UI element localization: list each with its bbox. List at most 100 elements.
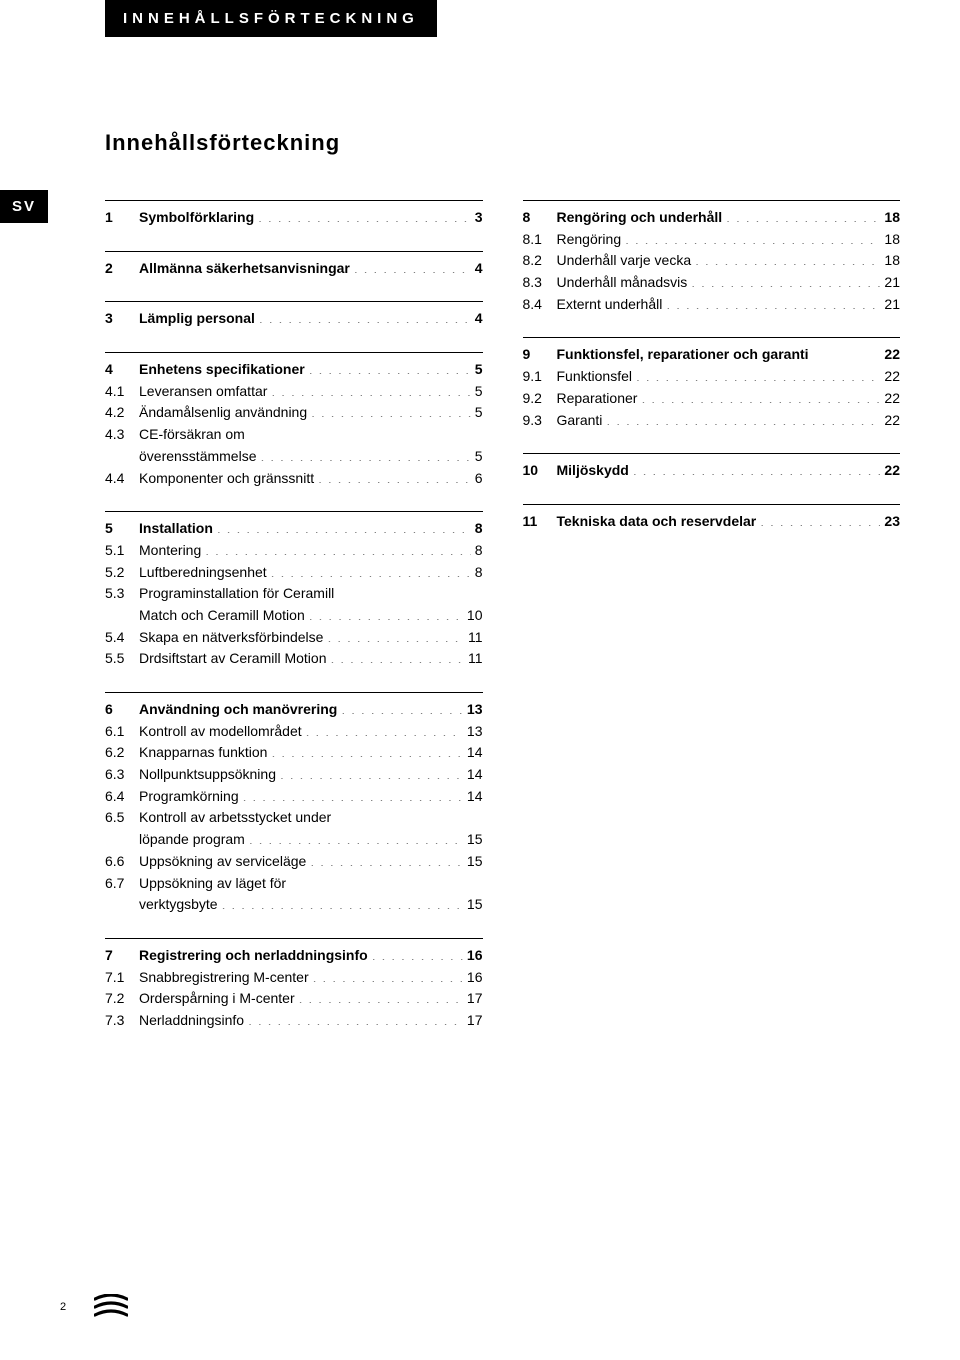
toc-number: 6.5 [105,807,139,829]
toc-number: 4.4 [105,468,139,490]
toc-title: Rengöring och underhåll [557,207,723,229]
toc-subsection-line: 5.3Programinstallation för Ceramill [105,583,483,605]
toc-subsection-line: 4.2Ändamålsenlig användning 5 [105,402,483,424]
toc-title-continuation: löpande program 15 [105,829,483,851]
toc-section: 3Lämplig personal4 [105,301,483,330]
toc-title: Funktionsfel, reparationer och garanti [557,344,809,366]
toc-number: 7.1 [105,967,139,989]
toc-leader-dots [280,765,463,779]
toc-section-line: 5Installation8 [105,518,483,540]
toc-page: 13 [467,721,483,743]
toc-subsection-line: 4.4Komponenter och gränssnitt6 [105,468,483,490]
toc-page: 22 [884,460,900,482]
toc-page: 15 [467,829,483,851]
toc-leader-dots [309,360,471,374]
toc-subsection-line: 8.3Underhåll månadsvis21 [523,272,901,294]
toc-leader-dots [259,309,471,323]
toc-subsection-line: 7.1Snabbregistrering M-center 16 [105,967,483,989]
toc-title: Skapa en nätverksförbindelse [139,627,323,649]
toc-number: 6.2 [105,742,139,764]
toc-section-line: 7Registrering och nerladdningsinfo16 [105,945,483,967]
toc-page: 4 [475,258,483,280]
toc-page: 17 [467,1010,483,1032]
toc-title: Orderspårning i M-center [139,988,295,1010]
toc-number: 6 [105,699,139,721]
toc-section: 2Allmänna säkerhetsanvisningar 4 [105,251,483,280]
toc-number: 8.1 [523,229,557,251]
toc-page: 4 [475,308,483,330]
toc-page: 11 [468,627,483,649]
toc-section-line: 3Lämplig personal4 [105,308,483,330]
toc-section: 10Miljöskydd22 [523,453,901,482]
toc-number: 4.2 [105,402,139,424]
toc-leader-dots [313,968,463,982]
toc-title: Komponenter och gränssnitt [139,468,314,490]
toc-leader-dots [666,295,880,309]
page-title: Innehållsförteckning [105,130,340,156]
toc-number: 7 [105,945,139,967]
toc-page: 18 [884,207,900,229]
toc-section-line: 1Symbolförklaring3 [105,207,483,229]
toc-column-right: 8Rengöring och underhåll 18 8.1Rengöring 18… [523,200,901,1054]
toc-page: 5 [475,402,483,424]
toc-leader-dots [261,447,471,461]
toc-title: Drdsiftstart av Ceramill Motion [139,648,327,670]
toc-leader-dots [271,382,470,396]
toc-title: löpande program [139,829,245,851]
toc-title: Snabbregistrering M-center [139,967,309,989]
toc-number: 9.2 [523,388,557,410]
toc-page: 3 [475,207,483,229]
toc-subsection-line: 6.5Kontroll av arbetsstycket under [105,807,483,829]
toc-title: verktygsbyte [139,894,218,916]
toc-number: 9.1 [523,366,557,388]
toc-subsection-line: 5.1Montering8 [105,540,483,562]
toc-leader-dots [248,1011,463,1025]
toc-leader-dots [606,411,880,425]
toc-leader-dots [222,895,463,909]
toc-title: Rengöring [557,229,622,251]
toc-leader-dots [633,461,881,475]
toc-title: Ändamålsenlig användning [139,402,307,424]
toc-title: Kontroll av arbetsstycket under [139,807,331,829]
toc-number: 11 [523,511,557,533]
toc-section: 8Rengöring och underhåll 18 8.1Rengöring 18… [523,200,901,315]
toc-page: 14 [467,786,483,808]
toc-number: 2 [105,258,139,280]
toc-number: 9 [523,344,557,366]
toc-page: 18 [884,250,900,272]
toc-leader-dots [299,989,463,1003]
toc-subsection-line: 9.3Garanti22 [523,410,901,432]
toc-title-continuation: verktygsbyte15 [105,894,483,916]
toc-leader-dots [331,649,464,663]
toc-leader-dots [310,852,463,866]
toc-number: 8 [523,207,557,229]
toc-leader-dots [760,512,880,526]
toc-title: Allmänna säkerhetsanvisningar [139,258,350,280]
toc-section: 6Användning och manövrering136.1Kontroll… [105,692,483,916]
toc-columns: 1Symbolförklaring3 2Allmänna säkerhetsanv… [105,200,900,1054]
toc-column-left: 1Symbolförklaring3 2Allmänna säkerhetsanv… [105,200,483,1054]
toc-number: 6.4 [105,786,139,808]
toc-title: Tekniska data och reservdelar [557,511,757,533]
toc-title: CE-försäkran om [139,424,245,446]
toc-number: 6.1 [105,721,139,743]
toc-subsection-line: 8.4Externt underhåll21 [523,294,901,316]
toc-leader-dots [217,519,471,533]
toc-leader-dots [726,208,880,222]
toc-leader-dots [318,469,471,483]
toc-leader-dots [327,628,464,642]
toc-page: 18 [884,229,900,251]
toc-page: 16 [467,967,483,989]
toc-subsection-line: 4.3CE-försäkran om [105,424,483,446]
toc-subsection-line: 6.6Uppsökning av serviceläge15 [105,851,483,873]
toc-leader-dots [641,389,880,403]
toc-number: 8.3 [523,272,557,294]
toc-section-line: 11Tekniska data och reservdelar23 [523,511,901,533]
toc-leader-dots [311,403,471,417]
toc-page: 5 [475,446,483,468]
toc-title: Lämplig personal [139,308,255,330]
toc-leader-dots [306,722,463,736]
running-header: INNEHÅLLSFÖRTECKNING [105,0,437,37]
page: INNEHÅLLSFÖRTECKNING SV Innehållsförteck… [0,0,960,1360]
toc-title: Reparationer [557,388,638,410]
